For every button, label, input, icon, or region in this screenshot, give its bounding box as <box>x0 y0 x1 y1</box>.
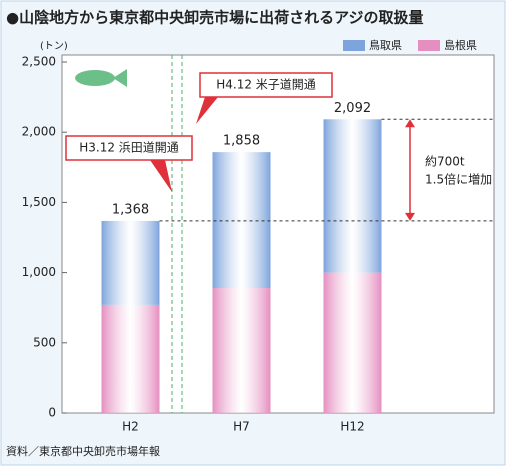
bar-segment <box>101 220 160 305</box>
legend-label: 鳥取県 <box>369 38 402 52</box>
chart-title: ●山陰地方から東京都中央卸売市場に出荷されるアジの取扱量 <box>6 9 424 27</box>
total-label: 1,368 <box>112 202 149 217</box>
increase-note: 約700t <box>425 154 465 169</box>
total-label: 2,092 <box>334 101 371 116</box>
bar-segment <box>212 152 271 289</box>
y-tick-label: 1,000 <box>22 265 56 279</box>
total-label: 1,858 <box>223 134 260 149</box>
y-tick-label: 500 <box>33 335 56 349</box>
y-tick-label: 2,000 <box>22 125 56 139</box>
increase-note: 1.5倍に増加 <box>425 172 492 187</box>
y-tick-label: 2,500 <box>22 55 56 69</box>
callout-box <box>65 135 193 161</box>
y-unit: (トン) <box>40 41 68 52</box>
callout-pointer <box>196 97 218 124</box>
y-tick-label: 0 <box>48 406 56 420</box>
legend-label: 島根県 <box>444 38 477 52</box>
legend-swatch <box>418 40 440 51</box>
x-tick-label: H12 <box>340 420 364 434</box>
callout-box <box>199 72 333 98</box>
bar-segment <box>323 272 382 413</box>
x-tick-label: H7 <box>233 420 250 434</box>
fish-icon <box>75 69 127 87</box>
x-tick-label: H2 <box>122 420 139 434</box>
bar-segment <box>323 119 382 273</box>
bar-segment <box>212 288 271 413</box>
callout-pointer <box>150 160 172 192</box>
source: 資料／東京都中央卸売市場年報 <box>6 444 160 458</box>
callout-text: H4.12 米子道開通 <box>216 78 316 92</box>
bar-segment <box>101 304 160 413</box>
y-tick-label: 1,500 <box>22 195 56 209</box>
arrow-head <box>405 119 415 128</box>
callout-text: H3.12 浜田道開通 <box>79 141 179 155</box>
arrow-head <box>405 212 415 221</box>
legend-swatch <box>343 40 365 51</box>
